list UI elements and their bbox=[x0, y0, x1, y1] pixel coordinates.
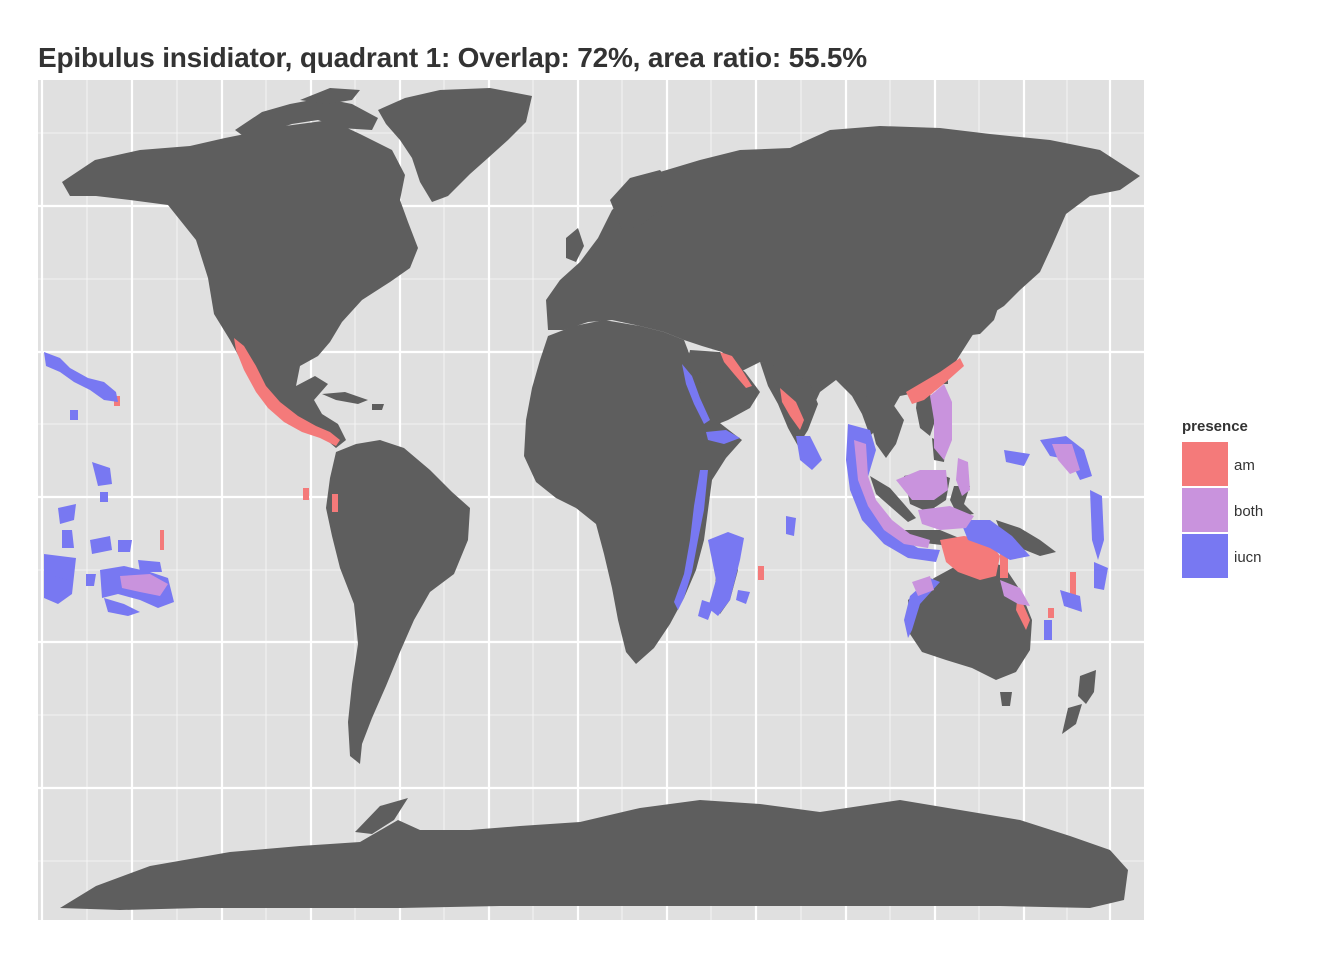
legend-swatch-both bbox=[1182, 488, 1228, 532]
legend-label-iucn: iucn bbox=[1234, 548, 1262, 566]
legend: presence am both iucn bbox=[1182, 418, 1263, 580]
arctic-islands bbox=[235, 98, 378, 138]
legend-item-iucn: iucn bbox=[1182, 534, 1263, 580]
legend-swatch-iucn bbox=[1182, 534, 1228, 578]
greenland-landmass bbox=[378, 88, 532, 202]
north-america-landmass bbox=[62, 120, 418, 448]
legend-item-am: am bbox=[1182, 442, 1263, 488]
legend-title: presence bbox=[1182, 418, 1248, 435]
legend-swatch-am bbox=[1182, 442, 1228, 486]
legend-item-both: both bbox=[1182, 488, 1263, 534]
land bbox=[60, 88, 1140, 910]
presence-raster bbox=[44, 338, 1108, 640]
antarctica-landmass bbox=[60, 800, 1128, 910]
presence-both-cells bbox=[120, 384, 1080, 606]
australia-landmass bbox=[908, 560, 1032, 680]
map-title: Epibulus insidiator, quadrant 1: Overlap… bbox=[38, 42, 868, 73]
eurasia-landmass bbox=[546, 126, 1140, 436]
legend-label-am: am bbox=[1234, 456, 1255, 474]
presence-am-cells bbox=[114, 338, 1076, 630]
south-america-landmass bbox=[326, 440, 470, 764]
legend-label-both: both bbox=[1234, 502, 1264, 520]
